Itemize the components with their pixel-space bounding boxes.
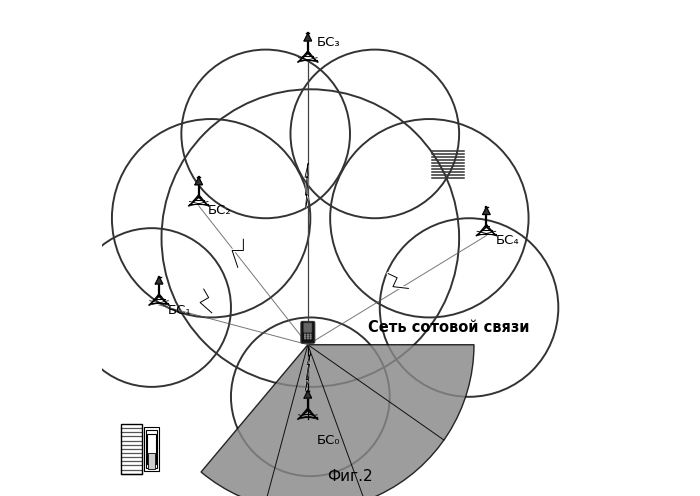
Circle shape [307, 334, 308, 335]
Bar [147, 434, 156, 464]
Circle shape [181, 50, 350, 218]
Text: БС₂: БС₂ [208, 204, 232, 217]
Bar [146, 430, 158, 468]
Polygon shape [304, 391, 312, 398]
Circle shape [380, 218, 559, 397]
Circle shape [307, 336, 308, 337]
Circle shape [310, 336, 311, 337]
Polygon shape [483, 207, 490, 214]
Text: БС₀: БС₀ [317, 434, 340, 447]
FancyBboxPatch shape [301, 321, 315, 343]
Polygon shape [305, 164, 309, 208]
Circle shape [72, 228, 231, 387]
Bar [148, 453, 155, 469]
Bar [121, 424, 142, 474]
Wedge shape [201, 345, 474, 496]
Circle shape [112, 119, 310, 317]
Polygon shape [305, 353, 311, 391]
Polygon shape [195, 178, 202, 185]
Text: БС₁: БС₁ [168, 304, 192, 316]
Text: БС₄: БС₄ [496, 234, 519, 247]
Bar [144, 427, 159, 471]
Circle shape [310, 338, 311, 339]
Circle shape [162, 89, 459, 387]
Polygon shape [155, 277, 163, 284]
Circle shape [304, 336, 305, 337]
Circle shape [231, 317, 390, 476]
Text: Сеть сотовой связи: Сеть сотовой связи [368, 320, 530, 335]
Circle shape [310, 334, 311, 335]
Polygon shape [304, 34, 312, 41]
Text: Фиг.2: Фиг.2 [327, 469, 373, 484]
Circle shape [290, 50, 459, 218]
Circle shape [330, 119, 528, 317]
Circle shape [307, 338, 308, 339]
FancyBboxPatch shape [304, 323, 312, 332]
Circle shape [304, 334, 305, 335]
Text: БС₃: БС₃ [317, 36, 340, 49]
Circle shape [304, 338, 305, 339]
